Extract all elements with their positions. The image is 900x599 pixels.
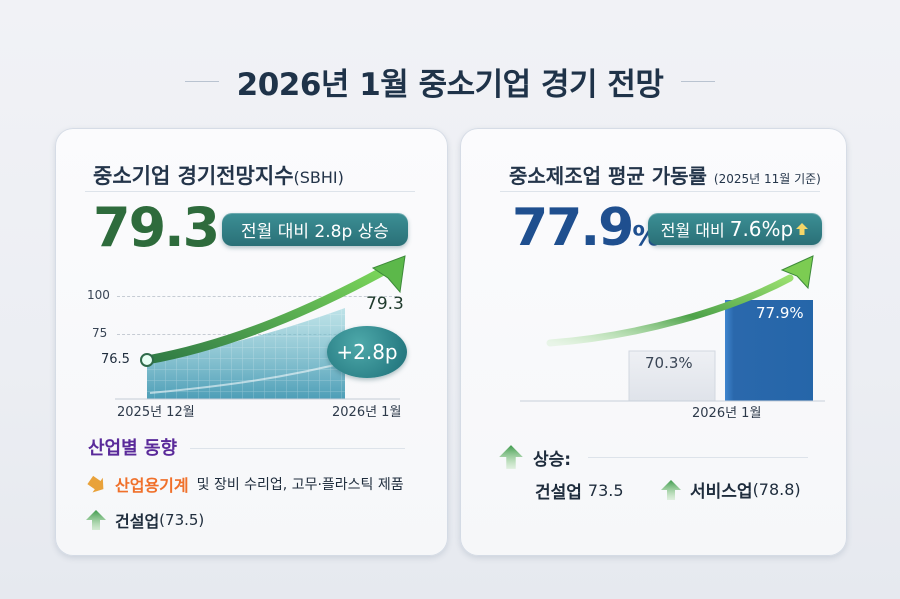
- gridline-75: [117, 334, 397, 335]
- start-value-label: 76.5: [101, 352, 130, 367]
- sbhi-line-chart: [115, 255, 406, 400]
- rise-divider: [588, 457, 808, 458]
- gridline-100: [117, 296, 397, 297]
- service-value: (78.8): [752, 480, 801, 499]
- machinery-text: 및 장비 수리업, 고무·플라스틱 제품: [196, 477, 404, 493]
- arrow-up-icon: [86, 510, 106, 530]
- sbhi-value: 79.3: [93, 196, 220, 259]
- sbhi-change-badge: 전월 대비 2.8p 상승: [222, 213, 408, 246]
- sbhi-title-suffix: (SBHI): [293, 168, 344, 187]
- delta-bubble: +2.8p: [327, 326, 407, 378]
- arrow-up-icon: [499, 445, 523, 469]
- utilization-bar-chart: [520, 255, 825, 402]
- badge-value: 7.6%p: [729, 217, 794, 241]
- x-label-jan: 2026년 1월: [692, 406, 762, 421]
- title-divider-left: [184, 80, 219, 82]
- industry-item-machinery: 산업용기계 및 장비 수리업, 고무·플라스틱 제품: [85, 472, 404, 496]
- service-label: 서비스업: [690, 482, 753, 502]
- utilization-title-text: 중소제조업 평균 가동률: [509, 164, 707, 188]
- sbhi-title-text: 중소기업 경기전망지수: [93, 164, 294, 188]
- y-tick-100: 100: [87, 288, 110, 302]
- badge-text: 전월 대비: [660, 221, 725, 240]
- title-divider: [500, 191, 820, 192]
- construction-label: 건설업: [535, 483, 582, 503]
- arrow-down-right-icon: [87, 475, 104, 493]
- industry-trend-title: 산업별 동향: [88, 438, 178, 459]
- title-divider-right: [681, 80, 716, 82]
- page-title: 2026년 1월 중소기업 경기 전망: [236, 66, 664, 103]
- machinery-highlight: 산업용기계: [115, 476, 189, 495]
- rise-item-construction: 건설업 73.5: [535, 478, 624, 503]
- x-label-jan: 2026년 1월: [332, 405, 402, 420]
- utilization-change-badge: 전월 대비 7.6%p: [648, 213, 822, 245]
- utilization-value-number: 77.9: [512, 198, 634, 258]
- construction-value: 73.5: [587, 481, 624, 500]
- y-tick-75: 75: [92, 326, 108, 340]
- construction-value: (73.5): [159, 511, 205, 529]
- section-divider: [190, 448, 405, 449]
- utilization-value: 77.9%: [512, 198, 660, 258]
- arrow-up-icon: [661, 479, 681, 500]
- rise-header: 상승:: [497, 444, 571, 470]
- sbhi-card: 중소기업 경기전망지수(SBHI) 79.3 전월 대비 2.8p 상승 100…: [55, 128, 448, 556]
- page-header: 2026년 1월 중소기업 경기 전망: [0, 56, 900, 106]
- utilization-card-title: 중소제조업 평균 가동률 (2025년 11월 기준): [509, 160, 821, 189]
- rise-label: 상승:: [533, 449, 572, 470]
- utilization-card: 중소제조업 평균 가동률 (2025년 11월 기준) 77.9% 전월 대비 …: [460, 128, 847, 556]
- utilization-title-suffix: (2025년 11월 기준): [713, 172, 821, 186]
- bar-label-previous: 70.3%: [645, 354, 693, 372]
- title-divider: [85, 191, 415, 192]
- construction-label: 건설업: [115, 512, 160, 531]
- arrow-up-icon: [796, 223, 809, 235]
- rise-item-service: 서비스업 (78.8): [660, 477, 801, 502]
- sbhi-card-title: 중소기업 경기전망지수(SBHI): [93, 160, 344, 190]
- bar-label-current: 77.9%: [756, 304, 804, 322]
- x-label-dec: 2025년 12월: [117, 405, 195, 420]
- end-value-label: 79.3: [366, 294, 404, 314]
- industry-item-construction: 건설업 (73.5): [85, 508, 204, 532]
